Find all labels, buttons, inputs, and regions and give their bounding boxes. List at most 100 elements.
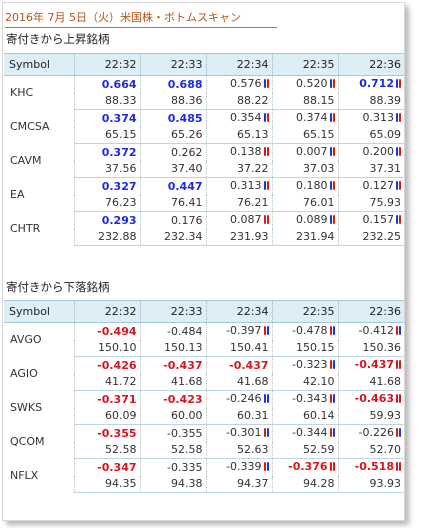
change-cell: 0.374: [272, 109, 339, 127]
change-value: -0.437: [354, 358, 394, 372]
red-bar-icon: [263, 428, 266, 438]
red-bar-icon: [399, 215, 401, 225]
red-bar-icon: [399, 113, 401, 123]
change-value: -0.347: [97, 460, 137, 474]
change-value: 0.485: [167, 111, 203, 125]
change-cell: 0.138: [206, 143, 273, 161]
price-cell: 65.15: [272, 126, 339, 144]
red-bar-icon: [396, 462, 398, 472]
change-cell: 0.089: [272, 211, 339, 229]
price-cell: 88.39: [338, 92, 404, 110]
price-cell: 94.35: [74, 475, 141, 493]
change-value: -0.412: [358, 324, 394, 338]
change-value: -0.484: [167, 324, 203, 338]
indicator-bars-icon: [329, 146, 335, 159]
title-bar: 2016年 7月 5日（火）米国株・ボトムスキャン: [5, 6, 277, 28]
table-row: AVGO -0.494 -0.484 -0.397 -0.478 -0.412: [4, 322, 404, 357]
price-cell: 60.00: [140, 407, 207, 425]
symbol-cell[interactable]: QCOM: [4, 424, 75, 459]
blue-bar-icon: [399, 326, 401, 336]
red-bar-icon: [266, 215, 269, 225]
symbol-cell[interactable]: AGIO: [4, 356, 75, 391]
symbol-cell[interactable]: KHC: [4, 75, 75, 110]
change-cell: -0.246: [206, 390, 273, 408]
red-bar-icon: [329, 326, 332, 336]
price-cell: 52.59: [272, 441, 339, 459]
change-value: 0.576: [230, 77, 262, 91]
change-cell: -0.323: [272, 356, 339, 374]
blue-bar-icon: [266, 462, 269, 472]
change-value: 0.313: [230, 179, 262, 193]
table-row: SWKS -0.371 -0.423 -0.246 -0.343 -0.463: [4, 390, 404, 425]
symbol-cell[interactable]: EA: [4, 177, 75, 212]
change-value: 0.374: [296, 111, 328, 125]
change-value: -0.423: [163, 392, 203, 406]
red-bar-icon: [329, 360, 332, 370]
blue-bar-icon: [332, 360, 335, 370]
indicator-bars-icon: [263, 146, 269, 159]
price-cell: 88.36: [140, 92, 207, 110]
symbol-cell[interactable]: AVGO: [4, 322, 75, 357]
time-header: 22:33: [140, 300, 207, 323]
change-cell: 0.372: [74, 143, 141, 161]
change-value: 0.138: [230, 145, 262, 159]
red-bar-icon: [266, 147, 269, 157]
change-value: 0.374: [101, 111, 137, 125]
price-cell: 60.09: [74, 407, 141, 425]
change-value: -0.463: [354, 392, 394, 406]
change-value: -0.226: [358, 426, 394, 440]
change-cell: 0.157: [338, 212, 404, 229]
price-cell: 93.93: [338, 475, 404, 493]
table-row-price: 52.58 52.58 52.63 52.59 52.70: [4, 441, 404, 459]
blue-bar-icon: [396, 79, 398, 89]
indicator-bars-icon: [329, 393, 335, 406]
indicator-bars-icon: [395, 112, 401, 125]
change-value: 0.262: [171, 145, 203, 159]
change-value: -0.301: [226, 426, 262, 440]
symbol-cell[interactable]: NFLX: [4, 458, 75, 493]
time-header: 22:36: [338, 53, 404, 76]
indicator-bars-icon: [263, 78, 269, 91]
change-value: -0.397: [226, 324, 262, 338]
change-value: -0.355: [167, 426, 203, 440]
change-cell: -0.437: [338, 357, 404, 374]
change-cell: 0.374: [74, 109, 141, 127]
blue-bar-icon: [266, 428, 269, 438]
red-bar-icon: [329, 428, 332, 438]
indicator-bars-icon: [395, 325, 401, 338]
blue-bar-icon: [332, 326, 335, 336]
price-cell: 94.37: [206, 475, 273, 493]
change-value: 0.007: [296, 145, 328, 159]
red-bar-icon: [399, 147, 401, 157]
blue-bar-icon: [396, 181, 398, 191]
price-cell: 232.34: [140, 228, 207, 246]
indicator-bars-icon: [329, 214, 335, 227]
time-header: 22:34: [206, 53, 273, 76]
price-cell: 37.56: [74, 160, 141, 178]
price-cell: 52.63: [206, 441, 273, 459]
change-cell: 0.447: [140, 177, 207, 195]
indicator-bars-icon: [329, 461, 335, 474]
change-value: 0.447: [167, 179, 203, 193]
change-value: -0.344: [292, 426, 328, 440]
blue-bar-icon: [396, 215, 398, 225]
change-cell: -0.463: [338, 391, 404, 408]
price-cell: 231.94: [272, 228, 339, 246]
change-value: 0.127: [362, 179, 395, 193]
change-cell: 0.520: [272, 75, 339, 93]
change-value: 0.176: [171, 213, 203, 227]
red-bar-icon: [399, 394, 401, 404]
price-cell: 76.23: [74, 194, 141, 212]
change-cell: -0.478: [272, 322, 339, 340]
price-cell: 150.41: [206, 339, 273, 357]
blue-bar-icon: [332, 428, 335, 438]
indicator-bars-icon: [263, 427, 269, 440]
change-cell: -0.426: [74, 356, 141, 374]
indicator-bars-icon: [395, 180, 401, 193]
blue-bar-icon: [266, 394, 269, 404]
symbol-cell[interactable]: CMCSA: [4, 109, 75, 144]
change-cell: -0.355: [74, 424, 141, 442]
symbol-cell[interactable]: CAVM: [4, 143, 75, 178]
symbol-cell[interactable]: SWKS: [4, 390, 75, 425]
symbol-cell[interactable]: CHTR: [4, 211, 75, 246]
